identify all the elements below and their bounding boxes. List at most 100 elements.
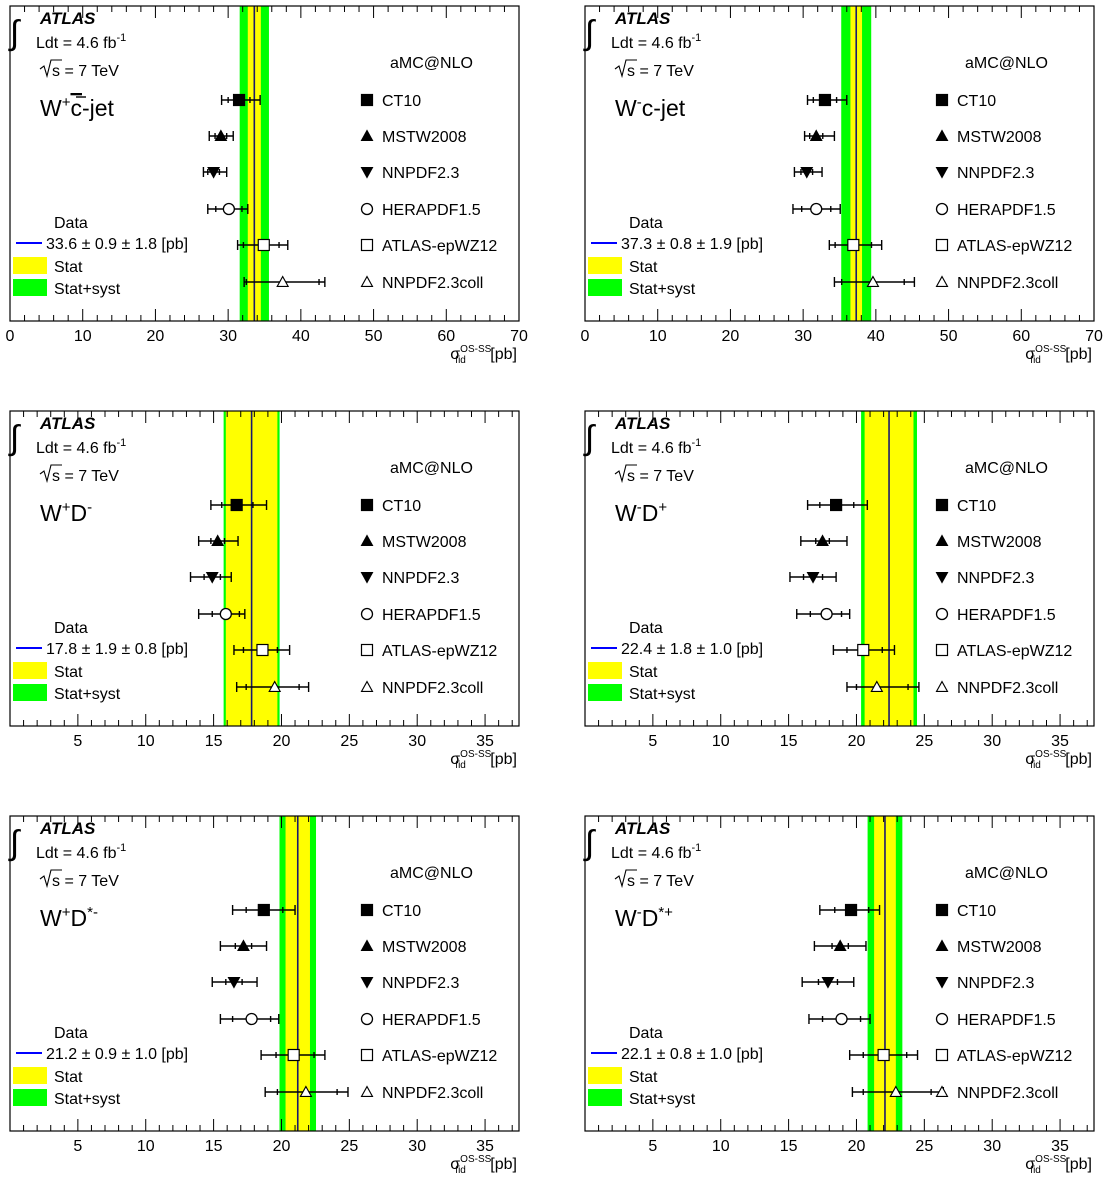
process-part: W bbox=[40, 500, 62, 526]
x-axis-sigma: σ bbox=[450, 1156, 460, 1173]
energy-value: = 7 TeV bbox=[635, 468, 694, 485]
legend-marker bbox=[935, 643, 949, 657]
x-tick-label: 35 bbox=[476, 1138, 494, 1155]
energy-s: s bbox=[627, 873, 635, 890]
x-tick-label: 15 bbox=[780, 1138, 798, 1155]
prediction-row: NNPDF2.3coll bbox=[235, 680, 483, 697]
chart-panel: 5 10 15 20 25 30 35 σOS-SS fid [pb] ∫ ATLAS Ldt = 4… bbox=[0, 405, 529, 783]
process-part: + bbox=[62, 904, 71, 921]
process-part: D bbox=[70, 500, 87, 526]
prediction-row: ATLAS-epWZ12 bbox=[236, 238, 497, 255]
integral-sign: ∫ bbox=[583, 419, 596, 457]
energy-label: s = 7 TeV bbox=[52, 873, 119, 890]
prediction-marker bbox=[214, 129, 228, 142]
prediction-marker bbox=[205, 571, 219, 584]
prediction-row: MSTW2008 bbox=[803, 129, 1042, 146]
process-part: + bbox=[62, 499, 71, 516]
stat-legend-swatch bbox=[13, 257, 47, 274]
process-part: W bbox=[615, 500, 637, 526]
x-axis-unit: [pb] bbox=[486, 751, 517, 768]
plot-frame bbox=[584, 815, 1095, 1132]
x-axis-sub: fid bbox=[455, 760, 466, 771]
data-legend-title: Data bbox=[54, 215, 88, 232]
x-axis-title: σOS-SS fid [pb] bbox=[1025, 1154, 1092, 1176]
legend-label: MSTW2008 bbox=[382, 534, 467, 551]
stat-legend-swatch bbox=[588, 1067, 622, 1084]
x-axis-sup: OS-SS bbox=[460, 749, 491, 760]
lumi-label: Ldt = 4.6 fb-1 bbox=[36, 437, 126, 457]
x-axis-sup: OS-SS bbox=[1035, 1154, 1066, 1165]
energy-value: = 7 TeV bbox=[635, 873, 694, 890]
legend-marker bbox=[935, 129, 949, 142]
x-tick-label: 35 bbox=[1051, 733, 1069, 750]
legend-label: NNPDF2.3 bbox=[382, 975, 459, 992]
legend-label: MSTW2008 bbox=[382, 939, 467, 956]
prediction-marker bbox=[207, 166, 221, 179]
prediction-marker bbox=[877, 1048, 890, 1062]
lumi-label: Ldt = 4.6 fb-1 bbox=[611, 32, 701, 52]
prediction-row: ATLAS-epWZ12 bbox=[233, 643, 497, 660]
lumi-label: Ldt = 4.6 fb-1 bbox=[36, 842, 126, 862]
legend-marker bbox=[935, 571, 949, 584]
legend-marker bbox=[360, 498, 374, 512]
legend-label: ATLAS-epWZ12 bbox=[957, 1048, 1072, 1065]
syst-legend-swatch bbox=[588, 1089, 622, 1106]
process-part: W bbox=[615, 95, 637, 121]
data-legend-title: Data bbox=[629, 215, 663, 232]
x-axis-unit: [pb] bbox=[486, 1156, 517, 1173]
sqrt-sign bbox=[39, 869, 62, 889]
integral-sign: ∫ bbox=[583, 824, 596, 862]
legend-label: NNPDF2.3coll bbox=[382, 275, 483, 292]
x-tick-label: 60 bbox=[437, 328, 455, 345]
legend-label: NNPDF2.3 bbox=[382, 165, 459, 182]
legend-label: HERAPDF1.5 bbox=[957, 607, 1056, 624]
legend-marker bbox=[935, 238, 949, 252]
prediction-row: NNPDF2.3 bbox=[202, 165, 459, 182]
prediction-marker bbox=[870, 680, 884, 693]
plot-frame bbox=[584, 410, 1095, 727]
prediction-marker bbox=[835, 1012, 848, 1026]
x-axis-sigma: σ bbox=[450, 346, 460, 363]
legend-marker bbox=[360, 238, 374, 252]
lumi-exponent: -1 bbox=[117, 32, 127, 44]
prediction-marker bbox=[806, 571, 820, 584]
x-axis-title: σOS-SS fid [pb] bbox=[450, 344, 517, 366]
process-part: *- bbox=[87, 904, 98, 921]
x-axis-sup: OS-SS bbox=[460, 1154, 491, 1165]
x-tick-label: 50 bbox=[940, 328, 958, 345]
legend-marker bbox=[935, 498, 949, 512]
energy-label: s = 7 TeV bbox=[627, 63, 694, 80]
x-tick-label: 10 bbox=[137, 733, 155, 750]
energy-s: s bbox=[52, 63, 60, 80]
process-part: -jet bbox=[82, 95, 115, 121]
legend-label: NNPDF2.3 bbox=[957, 570, 1034, 587]
x-tick-label: 0 bbox=[581, 328, 590, 345]
prediction-row: HERAPDF1.5 bbox=[219, 1012, 481, 1029]
stat-legend-swatch bbox=[13, 662, 47, 679]
integral-sign: ∫ bbox=[8, 824, 21, 862]
legend-marker bbox=[935, 275, 949, 288]
prediction-row: NNPDF2.3coll bbox=[833, 275, 1058, 292]
legend-marker bbox=[935, 607, 949, 621]
prediction-row: CT10 bbox=[819, 903, 996, 920]
process-part: D bbox=[642, 500, 659, 526]
x-axis-title: σOS-SS fid [pb] bbox=[450, 1154, 517, 1176]
legend-label: NNPDF2.3 bbox=[957, 165, 1034, 182]
x-tick-label: 10 bbox=[712, 1138, 730, 1155]
prediction-marker bbox=[889, 1085, 903, 1098]
lumi-exponent: -1 bbox=[692, 32, 702, 44]
legend-marker bbox=[360, 903, 374, 917]
sqrt-sign bbox=[614, 59, 637, 79]
lumi-label: Ldt = 4.6 fb-1 bbox=[611, 437, 701, 457]
stat-legend-swatch bbox=[588, 257, 622, 274]
prediction-row: HERAPDF1.5 bbox=[792, 202, 1056, 219]
syst-legend-swatch bbox=[13, 1089, 47, 1106]
prediction-marker bbox=[299, 1085, 313, 1098]
x-tick-label: 35 bbox=[1051, 1138, 1069, 1155]
integral-sign: ∫ bbox=[8, 14, 21, 52]
legend-marker bbox=[935, 166, 949, 179]
energy-value: = 7 TeV bbox=[60, 873, 119, 890]
prediction-row: MSTW2008 bbox=[813, 939, 1042, 956]
